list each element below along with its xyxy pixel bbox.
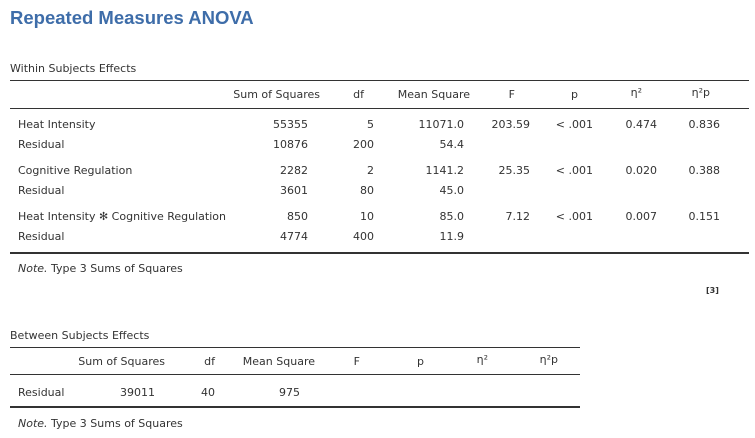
row-label: Residual xyxy=(18,138,65,151)
cell-ss: 850 xyxy=(287,210,308,223)
header-eta-squared: η² xyxy=(630,86,642,99)
cell-df: 200 xyxy=(353,138,374,151)
between-header-df: df xyxy=(204,355,215,368)
cell-eta: 0.020 xyxy=(625,164,658,177)
row-label: Residual xyxy=(18,184,65,197)
between-row-ss: 39011 xyxy=(120,386,155,399)
between-table-note: Note. Type 3 Sums of Squares xyxy=(18,417,183,430)
between-bottom-rule xyxy=(10,406,580,408)
between-header-mean-square: Mean Square xyxy=(242,355,315,368)
note-label: Note. xyxy=(18,417,48,430)
cell-ss: 2282 xyxy=(280,164,308,177)
cell-ss: 3601 xyxy=(280,184,308,197)
within-table-note: Note. Type 3 Sums of Squares xyxy=(18,262,183,275)
cell-df: 400 xyxy=(353,230,374,243)
between-header-p: p xyxy=(417,355,424,368)
cell-df: 5 xyxy=(367,118,374,131)
within-bottom-rule xyxy=(10,252,749,254)
cell-ms: 11071.0 xyxy=(418,118,465,131)
within-top-rule xyxy=(10,80,749,81)
header-p: p xyxy=(571,88,578,101)
row-label: Heat Intensity ✻ Cognitive Regulation xyxy=(18,210,226,223)
between-row-ms: 975 xyxy=(279,386,300,399)
cell-ms: 11.9 xyxy=(439,230,465,243)
between-table-caption: Between Subjects Effects xyxy=(10,329,150,342)
cell-etap: 0.151 xyxy=(688,210,721,223)
reference-marker: [3] xyxy=(706,286,719,295)
cell-f: 203.59 xyxy=(491,118,531,131)
between-header-rule xyxy=(10,374,580,375)
cell-ss: 10876 xyxy=(273,138,308,151)
note-text: Type 3 Sums of Squares xyxy=(47,262,183,275)
cell-df: 10 xyxy=(360,210,374,223)
cell-f: 7.12 xyxy=(505,210,531,223)
cell-eta: 0.474 xyxy=(625,118,658,131)
cell-eta: 0.007 xyxy=(625,210,658,223)
within-table-caption: Within Subjects Effects xyxy=(10,62,137,75)
note-label: Note. xyxy=(18,262,48,275)
cell-ms: 45.0 xyxy=(439,184,465,197)
cell-ms: 54.4 xyxy=(439,138,465,151)
cell-p: < .001 xyxy=(555,210,593,223)
row-label: Residual xyxy=(18,230,65,243)
row-label: Cognitive Regulation xyxy=(18,164,133,177)
header-f: F xyxy=(508,88,515,101)
cell-ms: 1141.2 xyxy=(425,164,465,177)
between-header-f: F xyxy=(353,355,360,368)
header-sum-of-squares: Sum of Squares xyxy=(233,88,320,101)
between-top-rule xyxy=(10,347,580,348)
between-header-eta-squared: η² xyxy=(476,353,488,366)
header-df: df xyxy=(353,88,364,101)
between-header-sum-of-squares: Sum of Squares xyxy=(78,355,165,368)
between-header-partial-eta-squared: η²p xyxy=(539,353,558,366)
cell-df: 80 xyxy=(360,184,374,197)
cell-df: 2 xyxy=(367,164,374,177)
page-title: Repeated Measures ANOVA xyxy=(10,7,254,28)
cell-p: < .001 xyxy=(555,118,593,131)
header-partial-eta-squared: η²p xyxy=(691,86,710,99)
cell-etap: 0.836 xyxy=(688,118,721,131)
note-text: Type 3 Sums of Squares xyxy=(47,417,183,430)
between-row-df: 40 xyxy=(201,386,215,399)
cell-ss: 4774 xyxy=(280,230,308,243)
cell-ms: 85.0 xyxy=(439,210,465,223)
cell-p: < .001 xyxy=(555,164,593,177)
row-label: Heat Intensity xyxy=(18,118,96,131)
cell-ss: 55355 xyxy=(273,118,308,131)
cell-f: 25.35 xyxy=(498,164,531,177)
header-mean-square: Mean Square xyxy=(397,88,470,101)
within-header-rule xyxy=(10,108,749,109)
between-row-label: Residual xyxy=(18,386,65,399)
cell-etap: 0.388 xyxy=(688,164,721,177)
